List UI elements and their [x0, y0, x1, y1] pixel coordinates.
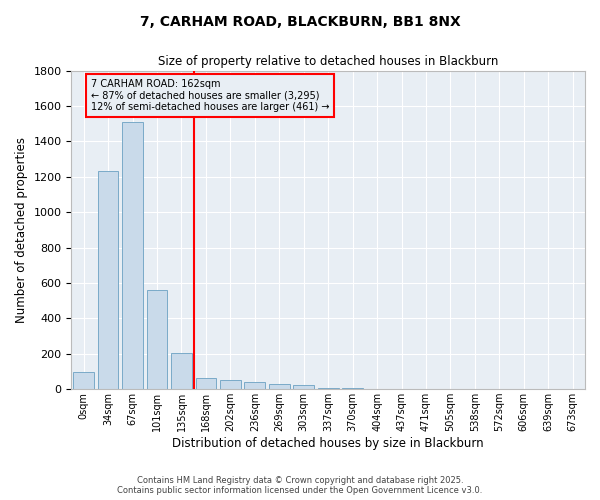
Bar: [269, 384, 290, 389]
Bar: [122, 122, 143, 389]
Title: Size of property relative to detached houses in Blackburn: Size of property relative to detached ho…: [158, 55, 499, 68]
Bar: [318, 388, 338, 389]
Bar: [146, 290, 167, 389]
Bar: [293, 386, 314, 389]
Text: 7 CARHAM ROAD: 162sqm
← 87% of detached houses are smaller (3,295)
12% of semi-d: 7 CARHAM ROAD: 162sqm ← 87% of detached …: [91, 78, 329, 112]
Bar: [98, 170, 118, 389]
Bar: [367, 388, 388, 389]
Bar: [220, 380, 241, 389]
Text: Contains HM Land Registry data © Crown copyright and database right 2025.
Contai: Contains HM Land Registry data © Crown c…: [118, 476, 482, 495]
Bar: [196, 378, 217, 389]
Bar: [73, 372, 94, 389]
Bar: [342, 388, 363, 389]
Y-axis label: Number of detached properties: Number of detached properties: [15, 137, 28, 323]
Text: 7, CARHAM ROAD, BLACKBURN, BB1 8NX: 7, CARHAM ROAD, BLACKBURN, BB1 8NX: [140, 15, 460, 29]
X-axis label: Distribution of detached houses by size in Blackburn: Distribution of detached houses by size …: [172, 437, 484, 450]
Bar: [171, 353, 192, 389]
Bar: [244, 382, 265, 389]
